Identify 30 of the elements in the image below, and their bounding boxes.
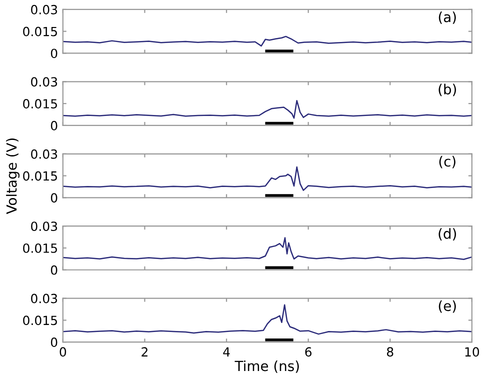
- y-tick-label: 0.03: [31, 222, 58, 232]
- x-tick-label: 8: [386, 347, 394, 357]
- x-tick-label: 2: [142, 347, 148, 356]
- x-axis-title: Time (ns): [234, 360, 299, 373]
- y-tick-label: 0.03: [31, 77, 58, 87]
- line-series: [62, 36, 472, 47]
- y-tick-label: 0.03: [31, 294, 58, 304]
- annotation: (b): [438, 84, 456, 96]
- annotation: (c): [439, 156, 456, 168]
- y-tick-label: 0: [50, 265, 58, 275]
- x-tick-label: 4: [223, 347, 230, 356]
- y-tick-label: 0.015: [23, 243, 57, 253]
- y-tick-label: 0: [50, 120, 58, 130]
- y-tick-label: 0: [50, 48, 58, 58]
- x-tick-label: 0: [60, 347, 66, 357]
- y-tick-label: 0.015: [23, 26, 57, 36]
- x-tick-label: 6: [305, 347, 312, 357]
- y-tick-label: 0.03: [31, 4, 58, 14]
- y-tick-label: 0.015: [23, 316, 57, 326]
- y-tick-label: 0: [50, 338, 58, 348]
- y-tick-label: 0.015: [23, 171, 57, 181]
- y-tick-label: 0.03: [31, 149, 58, 159]
- line-series: [62, 100, 472, 119]
- y-tick-label: 0.015: [23, 99, 57, 108]
- y-axis-title: Voltage (V): [6, 138, 20, 214]
- y-tick-label: 0: [50, 193, 58, 203]
- x-tick-label: 10: [465, 347, 480, 357]
- annotation: (e): [438, 300, 456, 313]
- annotation: (d): [438, 228, 456, 241]
- annotation: (a): [438, 12, 456, 24]
